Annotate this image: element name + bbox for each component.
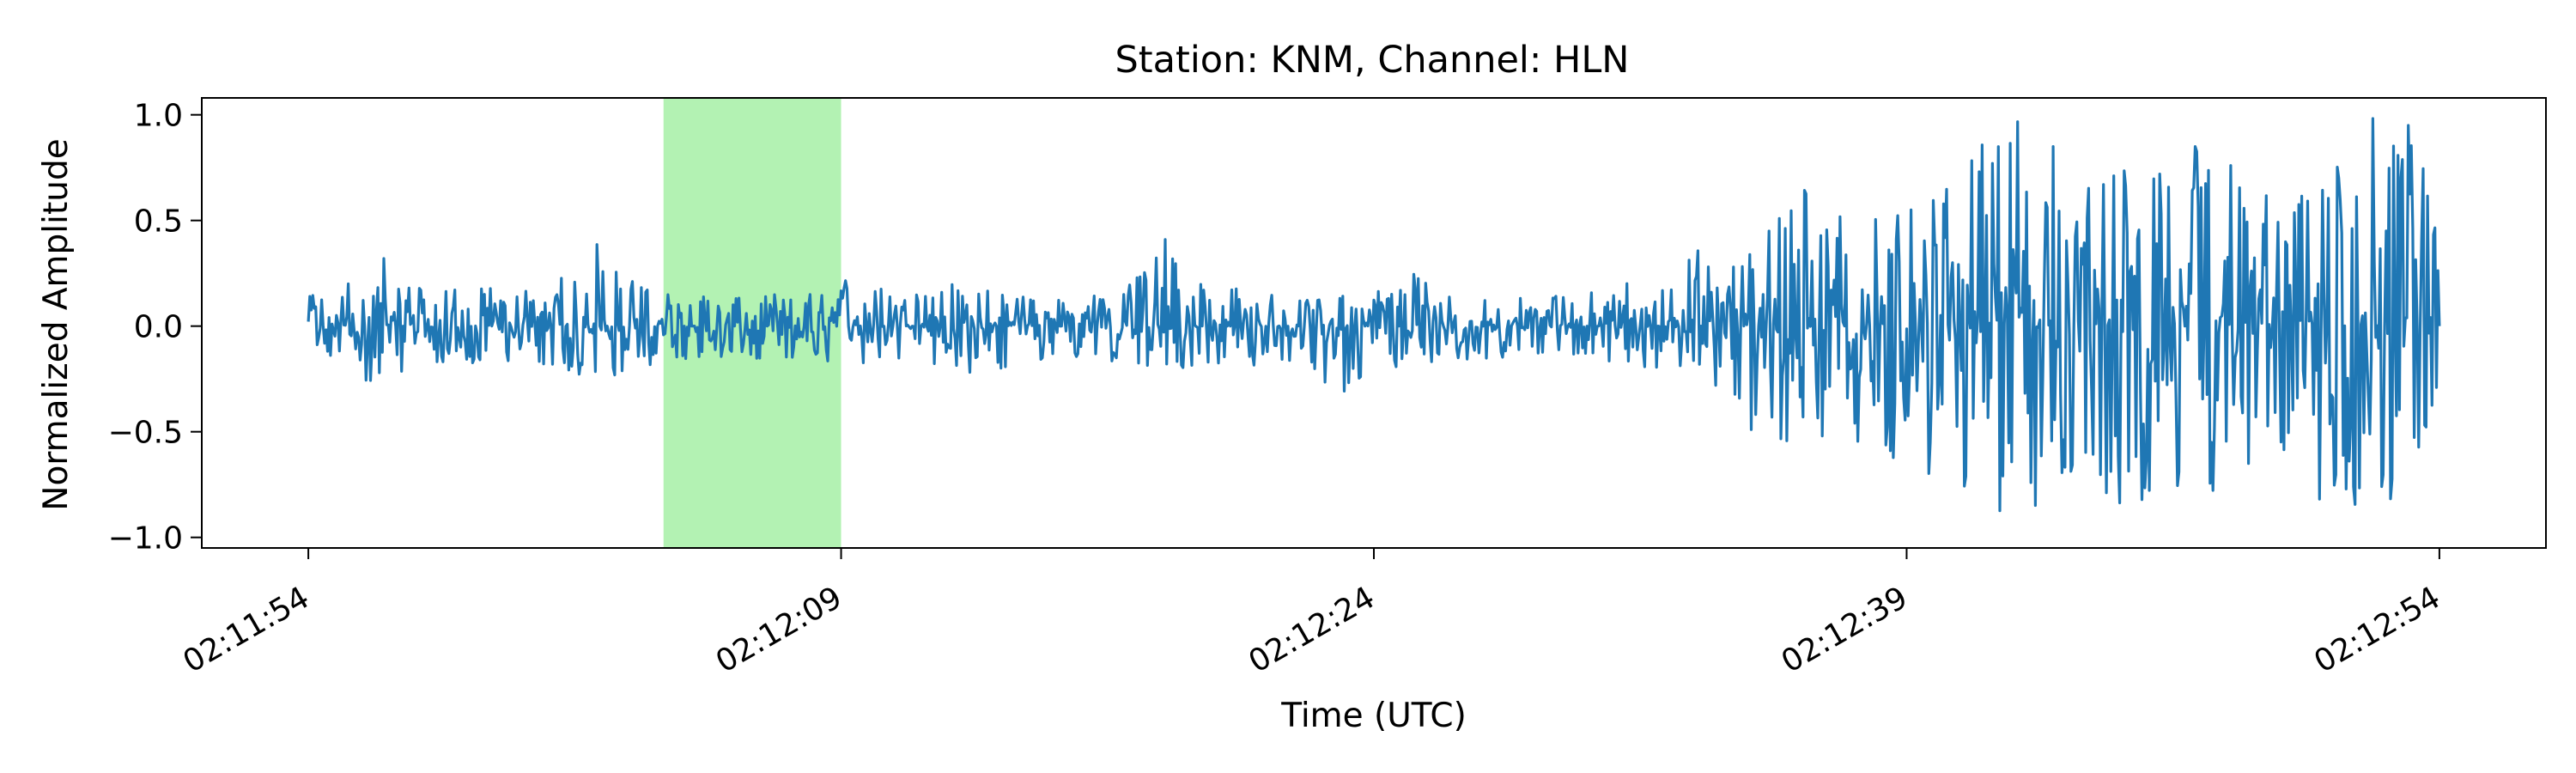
y-tick-label: −1.0 xyxy=(108,521,183,557)
y-tick-label: 1.0 xyxy=(134,99,183,134)
y-tick-label: 0.5 xyxy=(134,204,183,240)
plot-frame xyxy=(201,97,2547,549)
y-tick-label: −0.5 xyxy=(108,416,183,451)
y-tick-label: 0.0 xyxy=(134,310,183,345)
chart-title: Station: KNM, Channel: HLN xyxy=(1115,39,1630,82)
y-axis-label: Normalized Amplitude xyxy=(37,138,76,510)
x-axis-label: Time (UTC) xyxy=(1280,697,1467,735)
waveform-line xyxy=(307,117,2441,513)
